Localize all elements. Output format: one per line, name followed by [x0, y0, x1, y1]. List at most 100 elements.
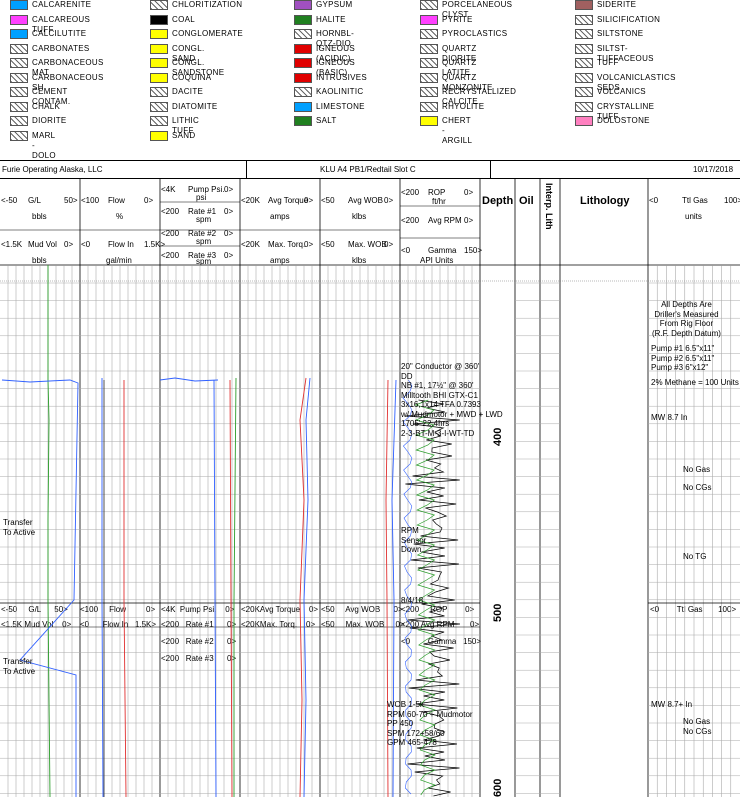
rate2-curve	[213, 379, 217, 797]
repeat-header-flowin: <0 Flow In 1.5K>	[80, 620, 157, 629]
legend-label: SAND	[172, 130, 196, 140]
info-divider	[0, 178, 740, 179]
mudvol-scale-name: Mud Vol	[28, 240, 57, 249]
legend-swatch	[150, 43, 168, 54]
ttlgas-scale-min: <0	[649, 196, 659, 205]
legend-swatch	[575, 72, 593, 83]
annotation-drilling-params: WOB 1-5k RPM 60-70 + Mudmotor PP 450 SPM…	[387, 700, 473, 747]
flowin-unit: gal/min	[106, 256, 132, 265]
legend-swatch	[294, 116, 312, 126]
repeat-header-maxwob: <50 Max. WOB 0>	[321, 620, 405, 629]
legend-swatch	[575, 29, 593, 39]
legend-swatch	[150, 130, 168, 141]
legend-swatch	[10, 101, 28, 112]
rate1-scale-name: Rate #1	[188, 207, 217, 216]
wob-unit: klbs	[352, 212, 367, 221]
rate3-scale-max: 0>	[224, 251, 234, 260]
rate1-scale-max: 0>	[224, 207, 234, 216]
torque-curve	[299, 377, 307, 797]
legend-swatch	[420, 14, 438, 25]
pump-unit: psi	[196, 193, 207, 202]
maxtorq-scale-max: 0>	[304, 240, 314, 249]
legend-swatch	[420, 43, 438, 54]
gamma-scale-min: <0	[401, 246, 411, 255]
legend-label: CHERT - ARGILL	[442, 116, 473, 145]
rate2-scale-name: Rate #2	[188, 229, 217, 238]
flow-curve	[123, 380, 127, 797]
legend-swatch	[150, 101, 168, 112]
flowin-scale-name: Flow In	[108, 240, 134, 249]
well-name: KLU A4 PB1/Redtail Slot C	[320, 165, 416, 174]
legend-label: CALCILUTITE	[32, 29, 87, 38]
gamma-unit: API Units	[420, 256, 454, 265]
annotation-mw-1: MW 8.7 In	[651, 413, 688, 422]
ttlgas-scale-name: Ttl Gas	[682, 196, 708, 205]
rpm-scale-name: Avg RPM	[428, 216, 462, 225]
rate3-curve	[159, 377, 219, 382]
gl-scale-max: 50>	[64, 196, 78, 205]
mudvol-unit: bbls	[32, 256, 47, 265]
mudvol-curve	[1, 379, 79, 797]
legend-label: QUARTZ MONZONITE	[442, 72, 493, 92]
legend-swatch	[10, 0, 28, 10]
legend-label: SILICIFICATION	[597, 14, 661, 24]
legend-swatch	[294, 43, 312, 54]
flowin-curve	[101, 378, 104, 797]
ttlgas-unit: units	[685, 212, 702, 221]
oil-header: Oil	[519, 195, 534, 207]
legend-swatch	[150, 0, 168, 10]
legend-swatch	[420, 101, 438, 112]
rop-scale-min: <200	[401, 188, 420, 197]
legend-swatch	[294, 58, 312, 68]
legend-swatch	[420, 29, 438, 39]
pump-scale-min: <4K	[161, 185, 176, 194]
legend-label: DACITE	[172, 87, 204, 96]
repeat-header-rop: <200 ROP 0>	[401, 605, 475, 614]
legend-label: CONGL. SANDSTONE	[172, 58, 225, 77]
legend-swatch	[10, 29, 28, 39]
legend-label: COQUINA	[172, 72, 212, 82]
flow-scale-min: <100	[81, 196, 100, 205]
legend-label: QUARTZ LATITE	[442, 58, 477, 77]
legend-label: CARBONATES	[32, 43, 90, 53]
legend-label: CHALK	[32, 101, 61, 111]
repeat-header-pump: <4K Pump Psi. 0>	[161, 605, 235, 614]
legend-swatch	[150, 87, 168, 97]
legend-swatch	[294, 14, 312, 25]
depth-label-600: 600	[492, 778, 504, 797]
maxwob-scale-min: <50	[321, 240, 335, 249]
gamma-scale-name: Gamma	[428, 246, 457, 255]
repeat-header-ttlgas: <0 Ttl Gas 100>	[650, 605, 737, 614]
pump-curve	[233, 377, 237, 797]
annotation-no-gas-cgs: No Gas No CGs	[683, 717, 712, 736]
torque-scale-min: <20K	[241, 196, 260, 205]
rate3-scale-min: <200	[161, 251, 180, 260]
repeat-header-torque: <20KAvg Torque 0>	[241, 605, 319, 614]
gl-curve	[47, 265, 51, 797]
legend-label: LIMESTONE	[316, 101, 365, 111]
repeat-header-rate1: <200 Rate #1 0>	[161, 620, 237, 629]
annotation-no-tg: No TG	[683, 552, 707, 561]
legend-label: IGNEOUS (ACIDIC)	[316, 43, 355, 63]
rate1-unit: spm	[196, 215, 212, 224]
company-name: Furie Operating Alaska, LLC	[2, 165, 103, 174]
log-date: 10/17/2018	[693, 165, 734, 174]
legend-swatch	[575, 116, 593, 126]
legend-label: VOLCANICLASTICS SEDS	[597, 72, 676, 92]
legend-label: INTRUSIVES	[316, 72, 368, 82]
legend-swatch	[420, 0, 438, 10]
annotation-date-mark: 8/4/18	[401, 596, 424, 605]
legend-swatch	[150, 72, 168, 83]
flow-scale-max: 0>	[144, 196, 154, 205]
legend-swatch	[420, 58, 438, 68]
legend-swatch	[150, 116, 168, 126]
legend-swatch	[575, 58, 593, 68]
maxtorq-curve	[303, 377, 311, 797]
legend-label: RECRYSTALLIZED CALCITE	[442, 87, 517, 106]
legend-label: CALCAREOUS TUFF	[32, 14, 91, 34]
torque-scale-name: Avg Torque	[268, 196, 309, 205]
legend-label: KAOLINITIC	[316, 87, 364, 96]
legend-label: PORCELANEOUS CLYST	[442, 0, 513, 19]
maxtorq-scale-name: Max. Torq.	[268, 240, 306, 249]
depth-label-500: 500	[492, 603, 504, 622]
